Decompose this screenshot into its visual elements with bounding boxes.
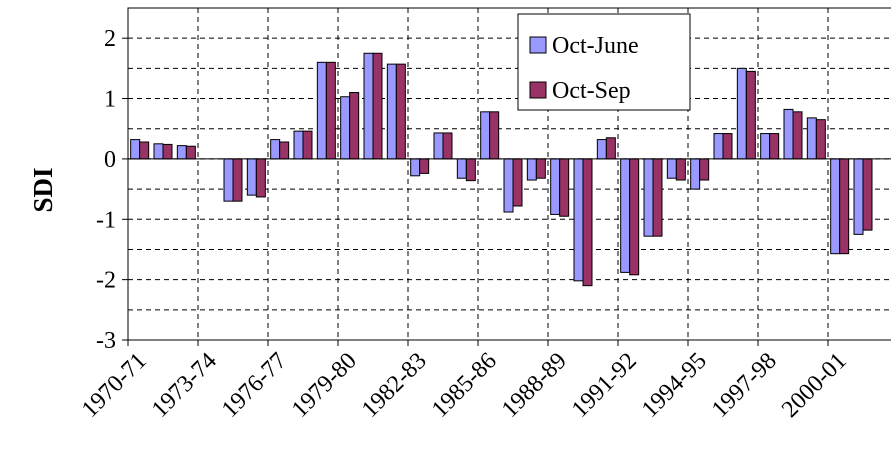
bar [410,158,421,177]
bar [153,143,164,160]
legend-swatch [529,36,547,54]
bar [246,158,257,196]
bar [769,133,780,160]
y-tick-label: -1 [96,207,116,233]
bar [839,158,850,255]
bar [783,108,794,160]
legend-label: Oct-June [552,33,639,59]
bar [652,158,663,237]
legend-label: Oct-Sep [552,78,631,104]
bar [526,158,537,181]
bar [512,158,523,207]
bar [573,158,584,282]
bar [643,158,654,237]
bar [620,158,631,273]
bar [713,133,724,160]
bar [419,158,430,174]
bar [830,158,841,255]
bar [363,52,374,160]
x-tick-label: 1994-95 [637,348,712,423]
x-tick-label: 1982-83 [357,348,432,423]
y-tick-label: 1 [104,87,116,113]
x-tick-label: 1988-89 [497,348,572,423]
legend: Oct-June Oct-Sep [517,13,691,111]
bar [456,158,467,179]
bar [736,67,747,160]
bar [176,145,187,160]
bar [293,130,304,160]
x-tick-label: 1979-80 [287,348,362,423]
bar [550,158,561,215]
bar [862,158,873,231]
bar [223,158,234,202]
bar [442,132,453,160]
bar [596,139,607,160]
bar [316,61,327,160]
bar [722,133,733,160]
bar [185,145,196,160]
bar [395,63,406,160]
bar [582,158,593,287]
y-tick-label: -2 [96,268,116,294]
y-tick-label: 2 [104,26,116,52]
bar [666,158,677,179]
bar [340,96,351,160]
legend-box [517,13,691,111]
bar [559,158,570,217]
bar [675,158,686,181]
bar [465,158,476,182]
bar [279,141,290,160]
bar [386,63,397,160]
bar [139,141,150,160]
bar [232,158,243,202]
bar [760,133,771,160]
bar [690,158,701,190]
x-tick-label: 1985-86 [427,348,502,423]
x-tick-label: 2000-01 [777,348,852,423]
y-tick-label: 0 [104,147,116,173]
bar [792,111,803,160]
bar [806,117,817,160]
bar [815,119,826,160]
y-axis-label: SDI [28,167,58,212]
bar [372,52,383,160]
legend-swatch [529,81,547,99]
bar [270,139,281,160]
bar [255,158,266,198]
x-tick-label: 1976-77 [217,348,292,423]
bar [349,92,360,160]
bar [162,143,173,160]
bar [130,139,141,160]
y-tick-label: -3 [96,328,116,354]
bar [433,132,444,160]
bar [535,158,546,179]
x-tick-label: 1970-71 [77,348,152,423]
bar [853,158,864,235]
bar [325,61,336,160]
bar [629,158,640,276]
bar [489,111,500,160]
bar [302,130,313,160]
bar [605,137,616,160]
bar [503,158,514,213]
x-tick-label: 1997-98 [707,348,782,423]
bar [699,158,710,181]
bar [745,70,756,160]
x-tick-label: 1973-74 [147,348,222,423]
x-tick-label: 1991-92 [567,348,642,423]
bar [480,111,491,160]
